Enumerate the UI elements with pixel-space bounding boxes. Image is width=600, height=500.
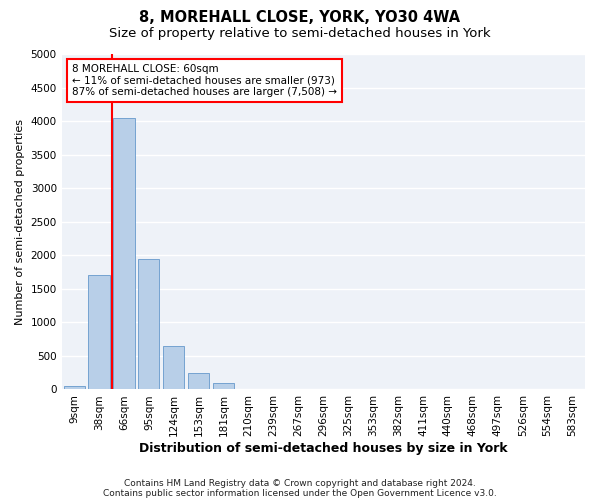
Text: Contains HM Land Registry data © Crown copyright and database right 2024.: Contains HM Land Registry data © Crown c… bbox=[124, 478, 476, 488]
Bar bbox=[113, 118, 134, 390]
Text: 8 MOREHALL CLOSE: 60sqm
← 11% of semi-detached houses are smaller (973)
87% of s: 8 MOREHALL CLOSE: 60sqm ← 11% of semi-de… bbox=[72, 64, 337, 98]
Y-axis label: Number of semi-detached properties: Number of semi-detached properties bbox=[15, 118, 25, 324]
Bar bbox=[188, 372, 209, 390]
Bar bbox=[163, 346, 184, 390]
Text: Size of property relative to semi-detached houses in York: Size of property relative to semi-detach… bbox=[109, 28, 491, 40]
X-axis label: Distribution of semi-detached houses by size in York: Distribution of semi-detached houses by … bbox=[139, 442, 508, 455]
Bar bbox=[138, 258, 160, 390]
Text: 8, MOREHALL CLOSE, YORK, YO30 4WA: 8, MOREHALL CLOSE, YORK, YO30 4WA bbox=[139, 10, 461, 25]
Bar bbox=[64, 386, 85, 390]
Text: Contains public sector information licensed under the Open Government Licence v3: Contains public sector information licen… bbox=[103, 488, 497, 498]
Bar bbox=[88, 276, 110, 390]
Bar bbox=[213, 382, 234, 390]
